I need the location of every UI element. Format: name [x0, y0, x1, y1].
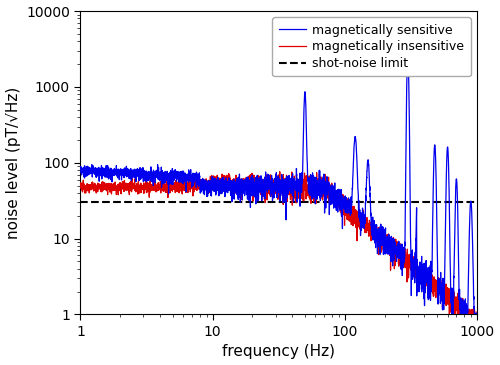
magnetically sensitive	[449, 320, 455, 324]
magnetically insensitive	[78, 185, 84, 189]
magnetically sensitive	[146, 176, 152, 180]
Line: magnetically sensitive: magnetically sensitive	[80, 57, 477, 322]
magnetically insensitive	[146, 189, 152, 193]
magnetically sensitive	[424, 272, 430, 277]
magnetically insensitive	[246, 181, 252, 185]
magnetically insensitive	[458, 320, 464, 324]
magnetically insensitive	[474, 310, 480, 314]
magnetically sensitive	[122, 172, 128, 176]
Legend: magnetically sensitive, magnetically insensitive, shot-noise limit: magnetically sensitive, magnetically ins…	[272, 17, 470, 76]
magnetically sensitive	[404, 54, 410, 59]
X-axis label: frequency (Hz): frequency (Hz)	[222, 345, 335, 360]
magnetically insensitive	[466, 320, 472, 324]
shot-noise limit	[78, 200, 84, 205]
magnetically insensitive	[424, 275, 430, 280]
magnetically insensitive	[122, 187, 128, 192]
magnetically insensitive	[277, 169, 283, 174]
magnetically sensitive	[474, 319, 480, 323]
magnetically sensitive	[466, 230, 472, 235]
magnetically sensitive	[246, 181, 252, 185]
magnetically sensitive	[230, 185, 235, 190]
Y-axis label: noise level (pT/√Hz): noise level (pT/√Hz)	[6, 87, 20, 239]
Line: magnetically insensitive: magnetically insensitive	[80, 172, 477, 322]
magnetically insensitive	[230, 184, 235, 189]
magnetically sensitive	[78, 166, 84, 170]
